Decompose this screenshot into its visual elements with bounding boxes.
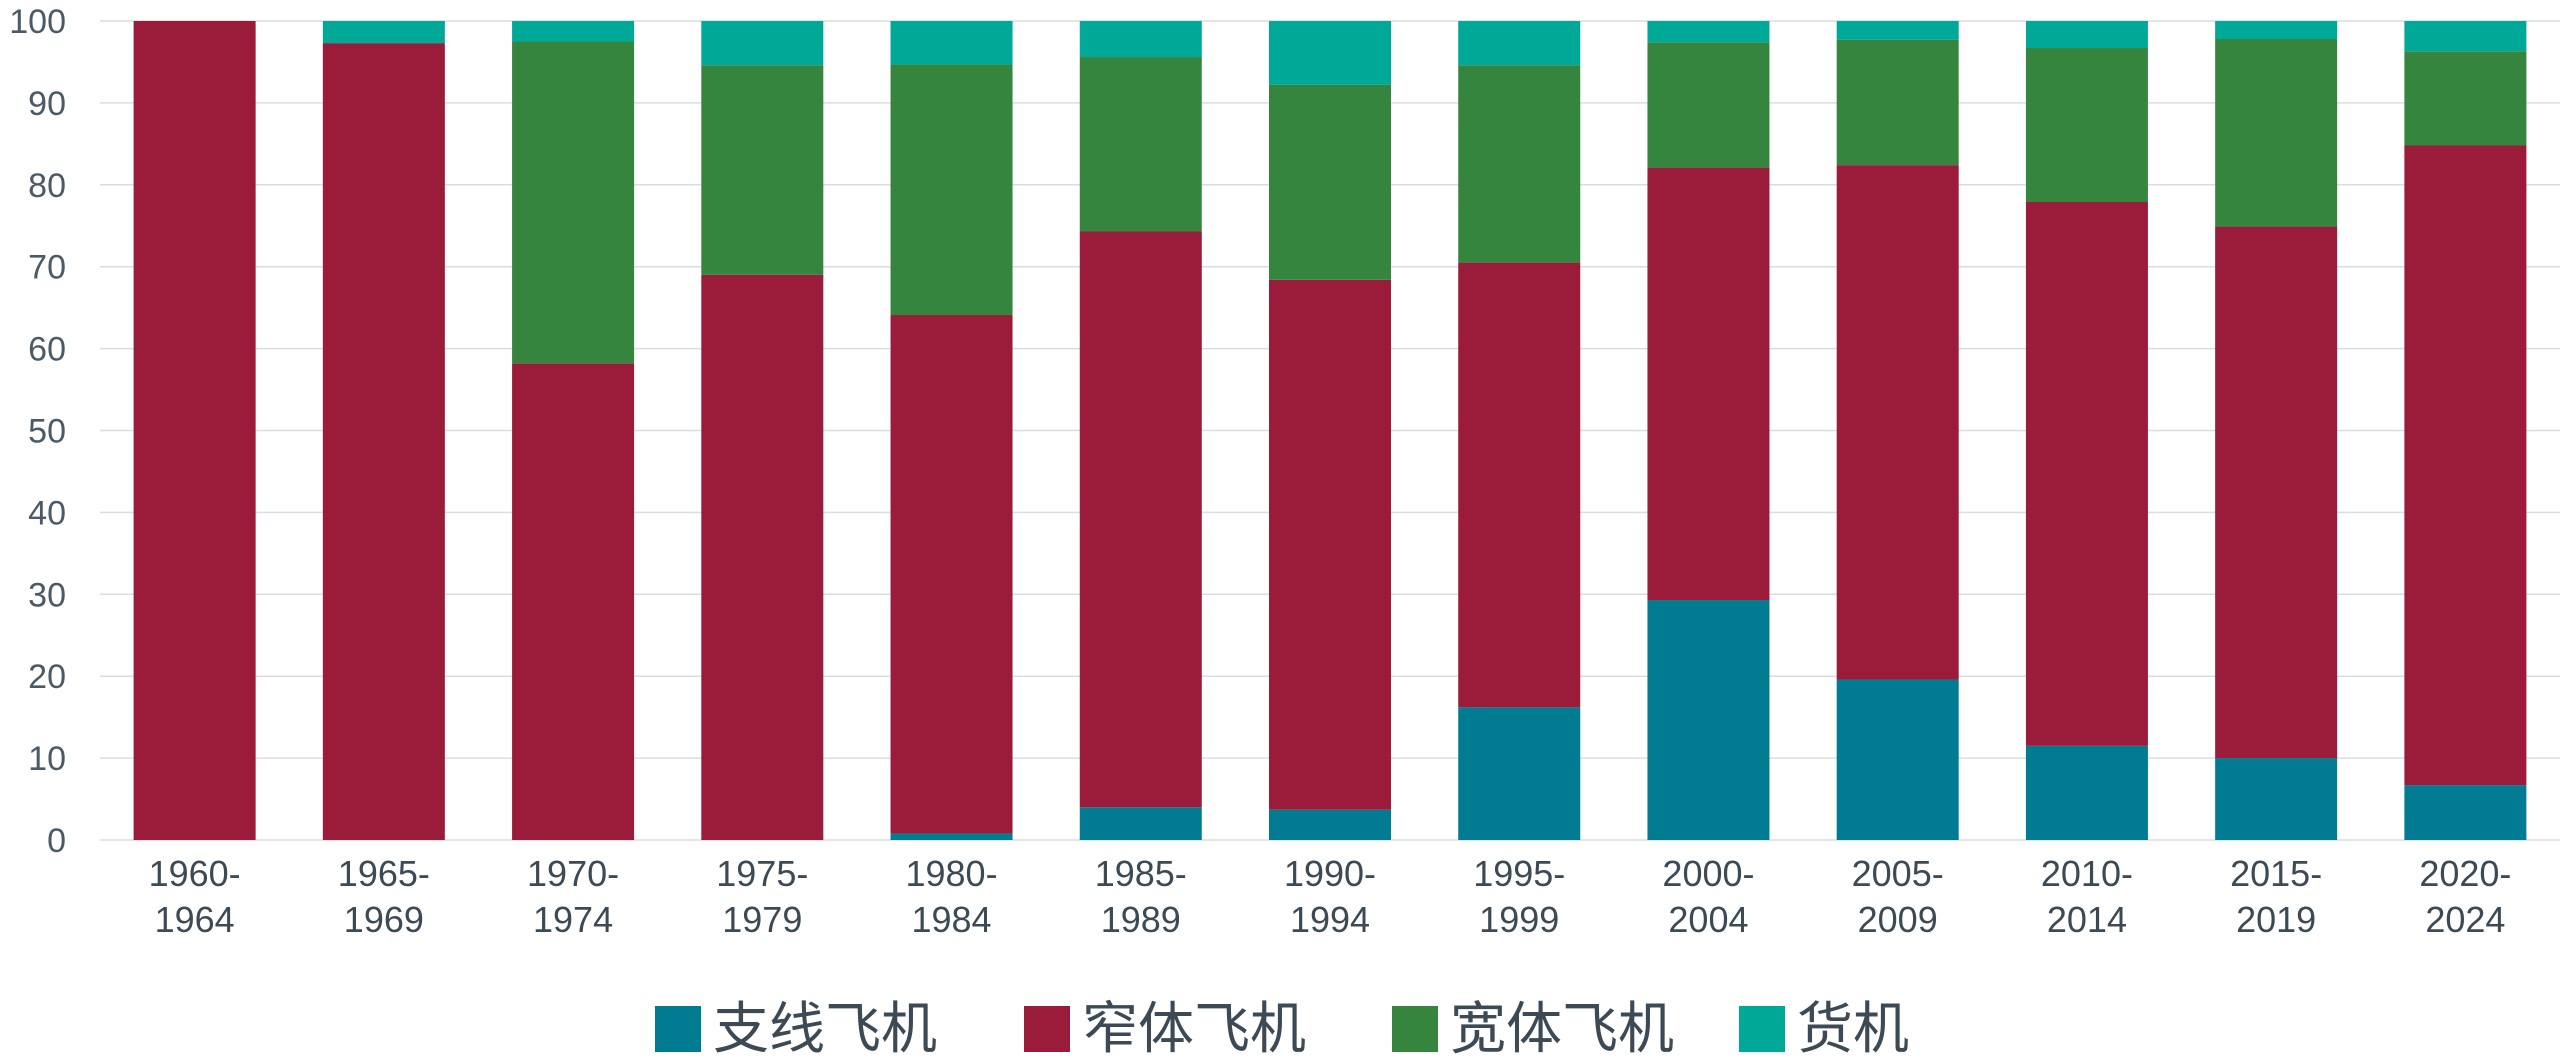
y-tick-label: 10 xyxy=(28,740,66,778)
x-tick-label: 1975-1979 xyxy=(716,853,808,940)
x-tick-label: 2015-2019 xyxy=(2230,853,2322,940)
x-tick-label: 2010-2014 xyxy=(2041,853,2133,940)
bar-segment xyxy=(890,833,1013,840)
bar-segment xyxy=(2215,39,2338,227)
bar-segment xyxy=(1269,279,1391,810)
bar-segment xyxy=(1458,262,1581,708)
bar-segment xyxy=(2404,785,2527,840)
bar-segment xyxy=(512,363,635,840)
y-tick-label: 70 xyxy=(28,249,66,287)
bar-segment xyxy=(1079,57,1202,232)
x-tick-label: 1970-1974 xyxy=(527,853,619,940)
y-tick-label: 40 xyxy=(28,494,66,532)
bar-segment xyxy=(2025,745,2148,840)
x-tick-label: 1990-1994 xyxy=(1284,853,1376,940)
bar-segment xyxy=(2215,758,2338,840)
legend-label: 宽体飞机 xyxy=(1450,997,1674,1060)
x-tick-label: 2005-2009 xyxy=(1852,853,1944,940)
x-tick-label: 1960-1964 xyxy=(149,853,241,940)
legend-label: 货机 xyxy=(1797,997,1909,1060)
bar-segment xyxy=(1269,84,1391,280)
bar-segment xyxy=(890,21,1013,65)
bar-segment xyxy=(1458,21,1581,66)
bar-segment xyxy=(133,21,256,840)
bar-segment xyxy=(1458,65,1581,263)
bar-segment xyxy=(2025,201,2148,746)
x-axis-ticks: 1960-1964 1965-1969 1970-1974 1975-1979 1980… xyxy=(149,853,2512,940)
y-axis-ticks: 0 10 20 30 40 50 60 70 80 90 100 xyxy=(9,3,66,860)
x-tick-label: 1995-1999 xyxy=(1473,853,1565,940)
y-tick-label: 50 xyxy=(28,413,66,451)
y-tick-label: 30 xyxy=(28,576,66,614)
bar-segment xyxy=(1836,21,1959,40)
legend-swatch xyxy=(1392,1006,1438,1052)
bar-segment xyxy=(1647,600,1770,840)
legend-swatch xyxy=(1739,1006,1785,1052)
bar-segment xyxy=(2404,145,2527,786)
bar-segment xyxy=(512,41,635,364)
bar-segment xyxy=(1079,21,1202,58)
x-tick-label: 1980-1984 xyxy=(905,853,997,940)
y-tick-label: 80 xyxy=(28,167,66,205)
bar-segment xyxy=(1269,809,1391,840)
bar-segment xyxy=(1647,167,1770,601)
bar-segment xyxy=(322,43,445,841)
y-tick-label: 20 xyxy=(28,658,66,696)
y-tick-label: 90 xyxy=(28,85,66,123)
legend-label: 窄体飞机 xyxy=(1082,997,1306,1060)
bar-segment xyxy=(1836,679,1959,840)
bar-segment xyxy=(1836,165,1959,680)
bar-segment xyxy=(2025,48,2148,202)
bar-segment xyxy=(2404,51,2527,146)
x-tick-label: 2020-2024 xyxy=(2419,853,2511,940)
bar-segment xyxy=(1458,707,1581,840)
bar-segment xyxy=(2404,21,2527,52)
bar-segment xyxy=(1269,21,1391,85)
bar-segment xyxy=(512,21,635,42)
legend: 支线飞机 窄体飞机 宽体飞机 货机 xyxy=(655,997,1909,1060)
bar-segment xyxy=(1647,42,1770,168)
bar-segment xyxy=(2215,21,2338,40)
x-tick-label: 1965-1969 xyxy=(338,853,430,940)
y-tick-label: 60 xyxy=(28,331,66,369)
bar-segment xyxy=(322,21,445,44)
bar-segment xyxy=(701,65,824,275)
bar-segment xyxy=(890,64,1013,316)
legend-swatch xyxy=(655,1006,701,1052)
bar-segment xyxy=(1079,807,1202,840)
legend-label: 支线飞机 xyxy=(713,997,937,1060)
bar-segment xyxy=(2215,226,2338,759)
bar-segment xyxy=(890,315,1013,834)
bar-segment xyxy=(1079,231,1202,808)
legend-swatch xyxy=(1024,1006,1070,1052)
bar-segment xyxy=(701,274,824,840)
y-tick-label: 0 xyxy=(47,822,66,860)
x-tick-label: 1985-1989 xyxy=(1095,853,1187,940)
bar-segment xyxy=(2025,21,2148,49)
y-tick-label: 100 xyxy=(9,3,66,41)
x-tick-label: 2000-2004 xyxy=(1662,853,1754,940)
bar-segment xyxy=(701,21,824,66)
bar-segment xyxy=(1836,39,1959,166)
bars xyxy=(133,21,2527,841)
bar-segment xyxy=(1647,21,1770,43)
